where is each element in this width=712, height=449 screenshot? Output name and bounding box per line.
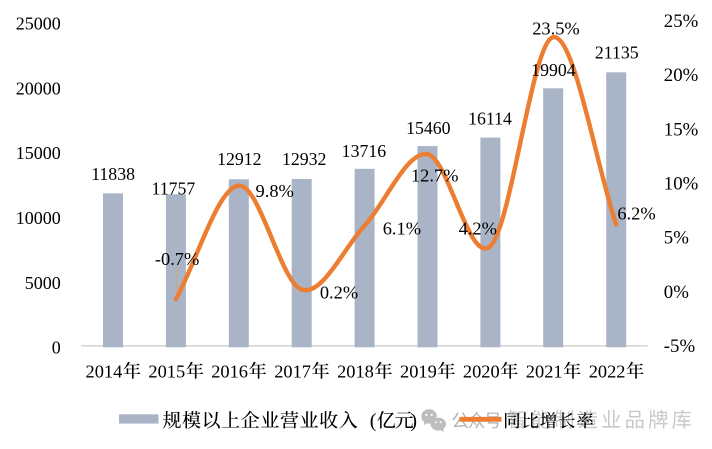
svg-text:13716: 13716 [342, 141, 387, 161]
svg-text:25000: 25000 [16, 14, 61, 34]
svg-text:2022: 2022 [589, 361, 626, 381]
svg-text:23.5%: 23.5% [532, 19, 580, 39]
svg-text:11757: 11757 [152, 178, 196, 198]
svg-text:21135: 21135 [595, 43, 639, 63]
svg-text:20000: 20000 [16, 79, 61, 99]
svg-text:0: 0 [52, 338, 61, 358]
svg-text:11838: 11838 [91, 164, 135, 184]
svg-text:2018: 2018 [337, 361, 374, 381]
svg-text:12.7%: 12.7% [411, 165, 459, 185]
svg-text:15%: 15% [664, 119, 698, 140]
svg-text:0%: 0% [664, 282, 689, 303]
svg-text:-0.7%: -0.7% [155, 249, 199, 269]
svg-text:(: ( [370, 410, 377, 432]
svg-text:12932: 12932 [282, 149, 326, 169]
svg-text:9.8%: 9.8% [256, 181, 294, 201]
svg-text:2017: 2017 [274, 361, 311, 381]
svg-text:2021: 2021 [526, 361, 563, 381]
svg-text:0.2%: 0.2% [320, 283, 358, 303]
svg-text:12912: 12912 [217, 149, 261, 169]
svg-text:2020: 2020 [463, 361, 500, 381]
svg-text:2019: 2019 [400, 361, 437, 381]
svg-text:15460: 15460 [406, 118, 451, 138]
svg-text:25%: 25% [664, 11, 698, 32]
svg-text:15000: 15000 [16, 143, 61, 163]
svg-text:2014: 2014 [86, 361, 123, 381]
svg-text:6.1%: 6.1% [383, 219, 421, 239]
svg-text:): ) [410, 410, 417, 432]
svg-text:6.2%: 6.2% [617, 204, 655, 224]
svg-text:10000: 10000 [16, 208, 61, 228]
svg-text:-5%: -5% [664, 336, 695, 357]
svg-text:20%: 20% [664, 65, 698, 86]
svg-text:5000: 5000 [25, 273, 61, 293]
svg-text:16114: 16114 [468, 108, 512, 128]
svg-text:2016: 2016 [211, 361, 248, 381]
svg-text:19904: 19904 [531, 60, 576, 80]
svg-text:10%: 10% [664, 174, 698, 195]
svg-text:5%: 5% [664, 228, 689, 249]
svg-text:2015: 2015 [148, 361, 185, 381]
svg-text:4.2%: 4.2% [459, 219, 497, 239]
